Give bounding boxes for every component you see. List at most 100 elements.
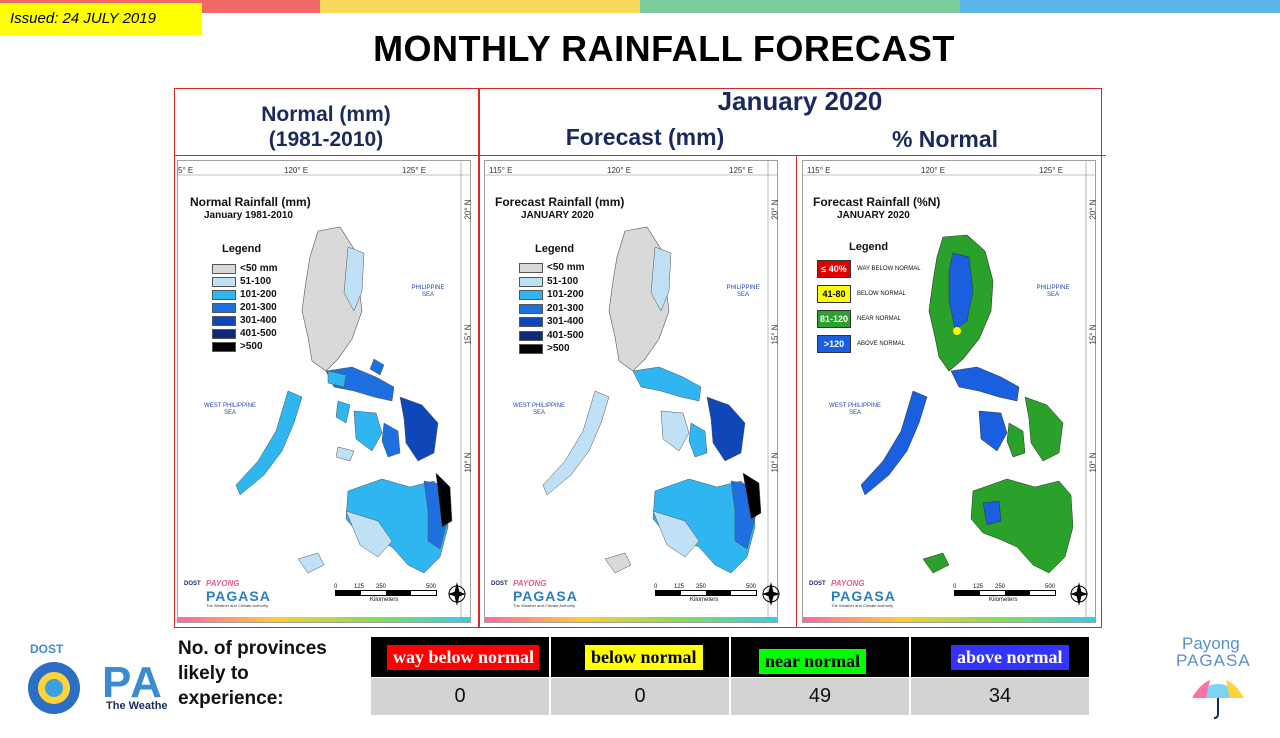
normal-header: Normal (mm) (1981-2010) xyxy=(176,102,476,152)
scale-unit: Kilometers xyxy=(989,597,1018,603)
scale-bar xyxy=(954,590,1056,596)
legend-swatch xyxy=(519,262,543,273)
normal-header-line1: Normal (mm) xyxy=(261,103,391,126)
pagasa-map-logo: DOST PAYONG PAGASA The Weather and Clima… xyxy=(809,569,909,613)
issued-date-badge: Issued: 24 JULY 2019 xyxy=(0,3,202,35)
pct-legend-label: NEAR NORMAL xyxy=(857,316,902,322)
category-label: way below normal xyxy=(387,644,539,670)
provinces-label-line: experience: xyxy=(178,688,284,709)
legend-swatch xyxy=(519,316,543,327)
legend-item: 101-200 xyxy=(519,289,584,300)
legend-label: >500 xyxy=(547,343,570,354)
umbrella-icon xyxy=(1192,680,1244,719)
page-title: MONTHLY RAINFALL FORECAST xyxy=(373,28,955,69)
map-title: Normal Rainfall (mm) January 1981-2010 xyxy=(190,195,311,223)
legend-item: <50 mm xyxy=(212,263,278,274)
scale-bar xyxy=(335,590,437,596)
lat-tick-10: 10° N xyxy=(1088,452,1098,473)
pagasa-wordmark: PA xyxy=(102,658,164,707)
scale-label: 250 xyxy=(376,584,387,590)
lat-tick-20: 20° N xyxy=(463,199,473,220)
pct-legend-label: WAY BELOW NORMAL xyxy=(857,266,921,272)
scale-bar xyxy=(655,590,757,596)
legend-title: Legend xyxy=(849,241,889,253)
legend-swatch xyxy=(519,330,543,341)
pagasa-footer-logo: DOST PA The Weathe xyxy=(14,640,174,720)
count-above: 34 xyxy=(911,678,1089,715)
legend-swatch xyxy=(212,276,236,287)
legend-item: 201-300 xyxy=(212,302,277,313)
legend-label: >500 xyxy=(240,341,263,352)
payong-pagasa-logo: Payong PAGASA xyxy=(1172,632,1280,720)
scale-unit: Kilometers xyxy=(370,597,399,603)
legend-label: 101-200 xyxy=(547,289,584,300)
scale-label: 0 xyxy=(654,584,658,590)
payong-text: PAYONG xyxy=(206,579,240,588)
legend-swatch xyxy=(212,315,236,326)
pagasa-text: PAGASA xyxy=(831,588,896,604)
legend-label: 201-300 xyxy=(240,302,277,313)
percent-normal-map: 115° E 120° E 125° E Forecast Rainfall (… xyxy=(802,160,1096,623)
scale-label: 250 xyxy=(995,584,1006,590)
count-below: 0 xyxy=(551,678,729,715)
pct-legend-box: 81-120 xyxy=(817,310,851,328)
legend-item: 301-400 xyxy=(212,315,277,326)
legend-label: 301-400 xyxy=(547,316,584,327)
legend-item: 401-500 xyxy=(519,330,584,341)
pagasa-text: PAGASA xyxy=(206,588,271,604)
lon-tick-125: 125° E xyxy=(1039,166,1064,175)
scale-label: 125 xyxy=(354,584,365,590)
west-philippine-sea-label: WEST PHILIPPINE SEA xyxy=(513,403,565,416)
rainbow-strip xyxy=(803,617,1095,622)
dost-text: DOST xyxy=(184,581,201,587)
legend-item: 51-100 xyxy=(212,276,271,287)
normal-header-line2: (1981-2010) xyxy=(268,128,384,151)
pct-legend-box: >120 xyxy=(817,335,851,353)
map-graphic xyxy=(485,161,777,622)
legend-swatch xyxy=(212,302,236,313)
category-label: near normal xyxy=(759,648,867,674)
legend-label: 201-300 xyxy=(547,303,584,314)
pct-legend-item: >120 ABOVE NORMAL xyxy=(817,335,905,353)
map-title: Forecast Rainfall (%N) JANUARY 2020 xyxy=(813,195,940,223)
scale-label: 0 xyxy=(953,584,957,590)
philippines-map-shape xyxy=(860,234,1074,574)
scale-label: 125 xyxy=(973,584,984,590)
panel-divider xyxy=(796,155,797,628)
philippine-sea-label: PHILIPPINE SEA xyxy=(411,285,445,298)
philippines-map-shape xyxy=(542,226,762,574)
pagasa-text: PAGASA xyxy=(513,588,578,604)
pagasa-map-logo: DOST PAYONG PAGASA The Weather and Clima… xyxy=(184,569,284,613)
scale-label: 250 xyxy=(696,584,707,590)
pct-legend-label: BELOW NORMAL xyxy=(857,291,907,297)
philippine-sea-label: PHILIPPINE SEA xyxy=(1036,285,1070,298)
legend-item: 301-400 xyxy=(519,316,584,327)
dost-text: DOST xyxy=(809,581,826,587)
legend-title: Legend xyxy=(535,243,575,255)
legend-label: 301-400 xyxy=(240,315,277,326)
normal-rainfall-map: 5° E 120° E 125° E Normal Rainfall (mm) … xyxy=(177,160,471,623)
scale-label: 500 xyxy=(746,584,757,590)
provinces-label-line: No. of provinces xyxy=(178,638,327,659)
map-graphic xyxy=(803,161,1095,622)
lat-tick-15: 15° N xyxy=(1088,324,1098,345)
pct-legend-box: 41-80 xyxy=(817,285,851,303)
percent-normal-header: % Normal xyxy=(891,126,999,152)
lon-tick-125: 125° E xyxy=(729,166,754,175)
lat-tick-15: 15° N xyxy=(770,324,780,345)
payong-text: PAYONG xyxy=(513,579,547,588)
legend-label: <50 mm xyxy=(240,263,278,274)
lat-tick-20: 20° N xyxy=(1088,199,1098,220)
provinces-label-line: likely to xyxy=(178,663,249,684)
legend-item: <50 mm xyxy=(519,262,585,273)
lat-tick-10: 10° N xyxy=(770,452,780,473)
map-title: Forecast Rainfall (mm) JANUARY 2020 xyxy=(495,195,624,223)
legend-title: Legend xyxy=(222,243,262,255)
category-cell-near: near normal xyxy=(731,637,909,677)
west-philippine-sea-label: WEST PHILIPPINE SEA xyxy=(829,403,881,416)
dost-text: DOST xyxy=(30,642,64,656)
provinces-label: No. of provinces likely to experience: xyxy=(178,636,327,711)
map-graphic xyxy=(178,161,470,622)
pct-legend-item: 81-120 NEAR NORMAL xyxy=(817,310,901,328)
legend-swatch xyxy=(212,341,236,352)
